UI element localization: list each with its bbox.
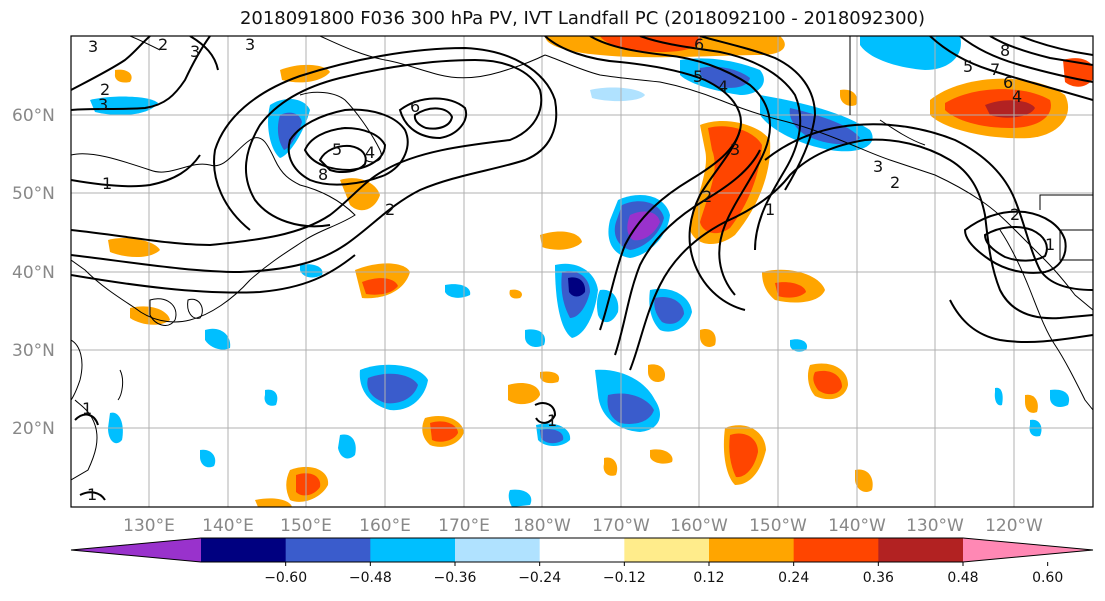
colorbar-segment: [201, 538, 287, 562]
colorbar-segment: [793, 538, 879, 562]
colorbar-segment: [539, 538, 625, 562]
coastlines: [71, 36, 1093, 481]
contour-label: 1: [87, 485, 97, 504]
contour-label: 3: [730, 140, 740, 159]
contour-label: 5: [332, 140, 342, 159]
lat-label-50n: 50°N: [12, 184, 55, 204]
colorbar-segment: [285, 538, 371, 562]
contour-label: 3: [245, 35, 255, 54]
colorbar-tick-label: −0.12: [603, 570, 646, 586]
lon-label: 120°W: [985, 516, 1043, 536]
contour-label: 1: [765, 200, 775, 219]
colorbar-tick-label: 0.24: [778, 570, 809, 586]
colorbar-tick-label: −0.60: [264, 570, 307, 586]
contour-label: 2: [1010, 205, 1020, 224]
contour-label: 6: [1003, 73, 1013, 92]
contour-label: 3: [88, 37, 98, 56]
lat-label-20n: 20°N: [12, 419, 55, 439]
contour-label: 3: [98, 95, 108, 114]
contour-label: 3: [873, 157, 883, 176]
map-frame: [70, 35, 1094, 508]
graticule: [71, 36, 1093, 507]
colorbar-tick-label: 0.36: [863, 570, 894, 586]
contour-label: 2: [385, 200, 395, 219]
colorbar-segment: [709, 538, 795, 562]
contour-label: 1: [82, 399, 92, 418]
lon-label: 170°E: [438, 516, 490, 536]
pv-anomaly-fill: [90, 36, 1093, 507]
lon-label: 140°W: [828, 516, 886, 536]
contour-label: 8: [1000, 41, 1010, 60]
lon-label: 130°E: [123, 516, 175, 536]
longitude-axis: 130°E 140°E 150°E 160°E 170°E 180°W 170°…: [123, 516, 1043, 536]
contour-label: 2: [890, 173, 900, 192]
lon-label: 140°E: [202, 516, 254, 536]
colorbar-extension-high: [963, 538, 1093, 562]
contour-label: 5: [963, 57, 973, 76]
colorbar: −0.60 −0.48 −0.36 −0.24 −0.12 0.12 0.24 0.36 0.4…: [70, 537, 1094, 586]
lon-label: 160°W: [670, 516, 728, 536]
contour-label: 1: [547, 411, 557, 430]
contour-label: 6: [410, 97, 420, 116]
colorbar-tick-label: 0.12: [693, 570, 724, 586]
contour-label: 3: [190, 42, 200, 61]
contour-label: 2: [158, 35, 168, 54]
figure-title: 2018091800 F036 300 hPa PV, IVT Landfall…: [239, 8, 926, 29]
contour-label: 2: [702, 187, 712, 206]
contour-label: 8: [318, 165, 328, 184]
colorbar-tick-label: 0.48: [947, 570, 978, 586]
contour-label: 4: [1012, 87, 1022, 106]
lon-label: 160°E: [359, 516, 411, 536]
lon-label: 150°W: [749, 516, 807, 536]
colorbar-segment: [624, 538, 710, 562]
contour-label: 1: [1045, 235, 1055, 254]
colorbar-extension-low: [71, 538, 201, 562]
contour-label: 4: [365, 143, 375, 162]
contour-label: 5: [693, 67, 703, 86]
colorbar-segment: [878, 538, 964, 562]
colorbar-tick-label: −0.36: [434, 570, 477, 586]
lat-label-30n: 30°N: [12, 341, 55, 361]
lat-label-40n: 40°N: [12, 263, 55, 283]
lon-label: 150°E: [280, 516, 332, 536]
pv-contours: [71, 36, 1093, 501]
contour-label: 2: [100, 80, 110, 99]
lon-label: 180°W: [513, 516, 571, 536]
lon-label: 130°W: [906, 516, 964, 536]
colorbar-segment: [370, 538, 456, 562]
map-plot-area: 3 2 3 3 2 3 1 6 5 4 8 2 6 5 4 3 2 1 1 3 …: [71, 35, 1093, 507]
contour-label: 4: [718, 77, 728, 96]
lon-label: 170°W: [592, 516, 650, 536]
colorbar-outline: [70, 537, 1094, 563]
colorbar-segment: [455, 538, 541, 562]
latitude-axis: 60°N 50°N 40°N 30°N 20°N: [12, 106, 55, 439]
lat-label-60n: 60°N: [12, 106, 55, 126]
colorbar-tick-label: −0.48: [349, 570, 392, 586]
contour-label: 7: [990, 60, 1000, 79]
colorbar-tick-label: −0.24: [518, 570, 561, 586]
colorbar-tick-label: 0.60: [1032, 570, 1063, 586]
contour-label: 6: [694, 35, 704, 54]
contour-labels: 3 2 3 3 2 3 1 6 5 4 8 2 6 5 4 3 2 1 1 3 …: [82, 35, 1055, 504]
contour-label: 1: [102, 174, 112, 193]
